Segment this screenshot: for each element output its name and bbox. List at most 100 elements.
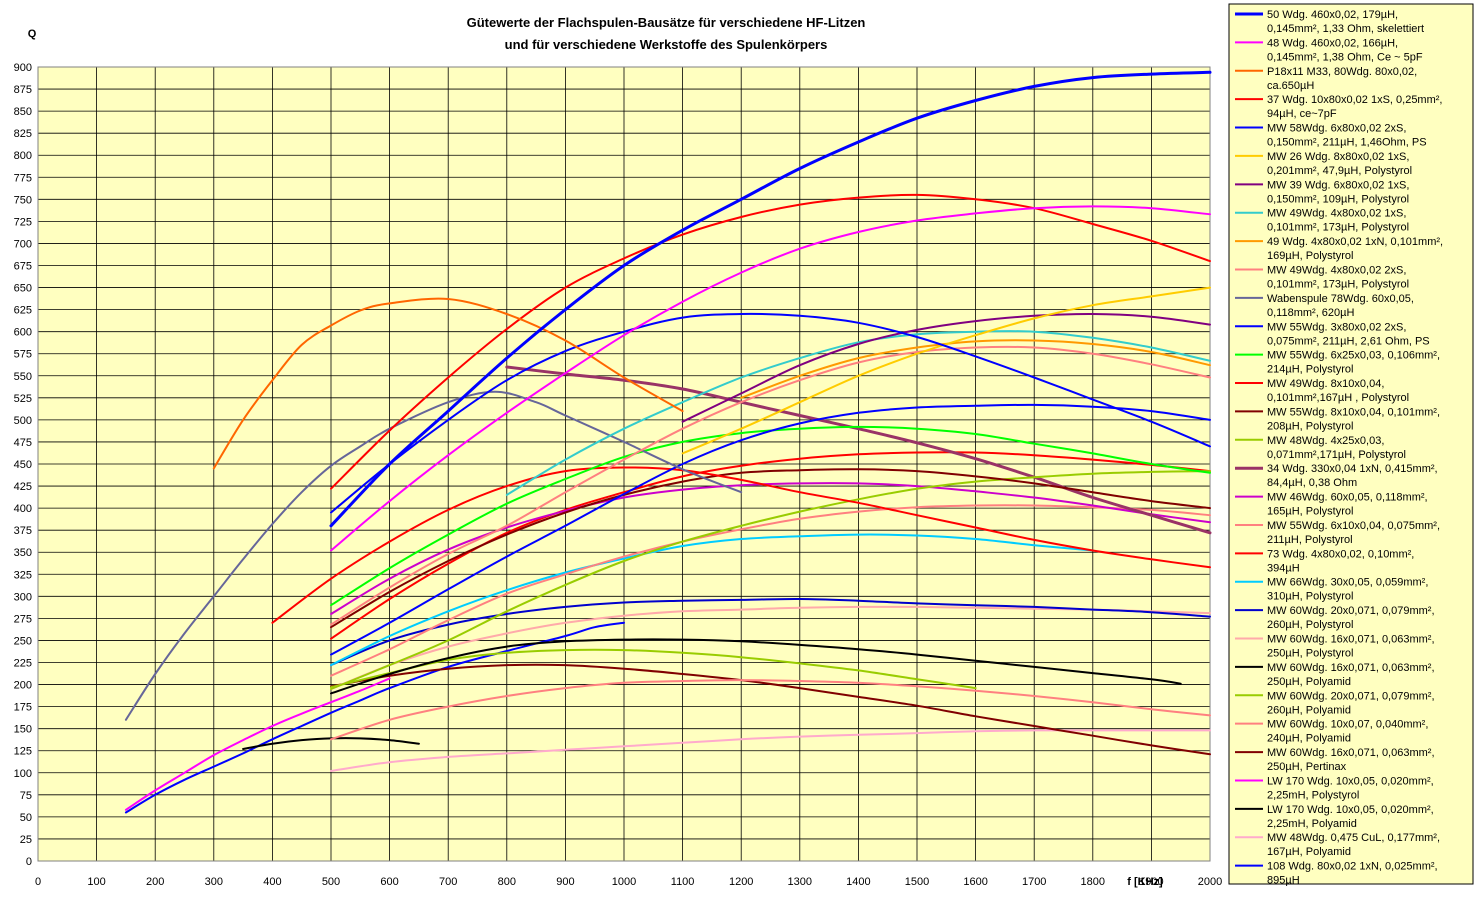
legend-entry-1-line-2: 0,145mm², 1,33 Ohm, skelettiert <box>1267 23 1424 35</box>
y-tick-label: 875 <box>14 84 32 96</box>
legend-entry-17-line-2: 84,4µH, 0,38 Ohm <box>1267 477 1357 489</box>
legend-entry-9-line-1: 49 Wdg. 4x80x0,02 1xN, 0,101mm², <box>1267 236 1443 248</box>
legend-entry-2-line-1: 48 Wdg. 460x0,02, 166µH, <box>1267 37 1398 49</box>
series-line-25 <box>330 648 977 690</box>
legend-entry-3-line-1: P18x11 M33, 80Wdg. 80x0,02, <box>1267 66 1417 78</box>
y-tick-label: 200 <box>14 680 32 692</box>
series-line-10 <box>330 345 1211 626</box>
x-tick-label: 200 <box>146 876 164 888</box>
x-tick-label: 1500 <box>905 876 929 888</box>
legend-entry-24-line-1: MW 60Wdg. 16x0,071, 0,063mm², <box>1267 662 1435 674</box>
series-line-27 <box>330 663 1211 756</box>
legend-entry-29-line-1: LW 170 Wdg. 10x0,05, 0,020mm², <box>1267 804 1434 816</box>
y-tick-label: 725 <box>14 216 32 228</box>
legend-entry-14-line-2: 0,101mm²,167µH , Polystyrol <box>1267 392 1409 404</box>
legend-entry-22-line-1: MW 60Wdg. 20x0,071, 0,079mm², <box>1267 605 1435 617</box>
legend-entry-20-line-1: 73 Wdg. 4x80x0,02, 0,10mm², <box>1267 548 1414 560</box>
legend-entry-25-line-1: MW 60Wdg. 20x0,071, 0,079mm², <box>1267 690 1435 702</box>
y-tick-label: 500 <box>14 415 32 427</box>
x-tick-label: 600 <box>380 876 398 888</box>
legend-entry-8-line-1: MW 49Wdg. 4x80x0,02 1xS, <box>1267 208 1406 220</box>
series-line-12 <box>330 403 1211 656</box>
series-line-31 <box>124 621 625 814</box>
series-lines <box>124 70 1212 814</box>
y-tick-label: 475 <box>14 437 32 449</box>
legend-entry-19-line-2: 211µH, Polystyrol <box>1267 534 1353 546</box>
legend-entry-19-line-1: MW 55Wdg. 6x10x0,04, 0,075mm², <box>1267 520 1440 532</box>
series-line-26 <box>330 679 1211 741</box>
legend-entry-16-line-2: 0,071mm²,171µH, Polystyrol <box>1267 449 1406 461</box>
x-tick-label: 900 <box>556 876 574 888</box>
x-tick-label: 800 <box>498 876 516 888</box>
legend-entry-2-line-2: 0,145mm², 1,38 Ohm, Ce ~ 5pF <box>1267 51 1423 63</box>
legend: 50 Wdg. 460x0,02, 179µH, 0,145mm², 1,33 O… <box>1228 3 1474 887</box>
series-line-24 <box>330 638 1182 695</box>
legend-entry-10-line-2: 0,101mm², 173µH, Polystyrol <box>1267 278 1409 290</box>
legend-entry-10-line-1: MW 49Wdg. 4x80x0,02 2xS, <box>1267 264 1406 276</box>
y-tick-label: 700 <box>14 238 32 250</box>
y-tick-label: 100 <box>14 768 32 780</box>
legend-entry-27-line-2: 250µH, Pertinax <box>1267 761 1347 773</box>
y-tick-label: 225 <box>14 658 32 670</box>
legend-entry-15-line-2: 208µH, Polystyrol <box>1267 420 1353 432</box>
legend-entry-15-line-1: MW 55Wdg. 8x10x0,04, 0,101mm², <box>1267 406 1440 418</box>
x-tick-label: 1400 <box>846 876 870 888</box>
series-line-2 <box>330 205 1211 552</box>
legend-entry-31-line-2: 895µH <box>1267 875 1300 887</box>
y-axis-label: Q <box>28 28 37 40</box>
legend-entry-5-line-2: 0,150mm², 211µH, 1,46Ohm, PS <box>1267 137 1427 149</box>
legend-entry-28-line-1: LW 170 Wdg. 10x0,05, 0,020mm², <box>1267 775 1434 787</box>
legend-entry-18-line-1: MW 46Wdg. 60x0,05, 0,118mm², <box>1267 492 1428 504</box>
legend-entry-6-line-2: 0,201mm², 47,9µH, Polystyrol <box>1267 165 1412 177</box>
legend-entry-4-line-1: 37 Wdg. 10x80x0,02 1xS, 0,25mm², <box>1267 94 1442 106</box>
y-tick-label: 650 <box>14 283 32 295</box>
legend-entry-5-line-1: MW 58Wdg. 6x80x0,02 2xS, <box>1267 123 1406 135</box>
legend-entry-11-line-1: Wabenspule 78Wdg. 60x0,05, <box>1267 293 1414 305</box>
y-tick-label: 275 <box>14 613 32 625</box>
x-tick-label: 1600 <box>963 876 987 888</box>
y-tick-label: 425 <box>14 481 32 493</box>
chart-title-line-2: und für verschiedene Werkstoffe des Spul… <box>505 37 828 52</box>
legend-entry-23-line-2: 250µH, Polystyrol <box>1267 648 1353 660</box>
x-tick-label: 300 <box>205 876 223 888</box>
series-line-4 <box>330 193 1211 490</box>
legend-entry-22-line-2: 260µH, Polystyrol <box>1267 619 1353 631</box>
series-line-11 <box>124 390 743 721</box>
legend-entry-14-line-1: MW 49Wdg. 8x10x0,04, <box>1267 378 1384 390</box>
legend-entry-21-line-2: 310µH, Polystyrol <box>1267 591 1353 603</box>
series-line-8 <box>505 330 1211 496</box>
legend-entry-26-line-1: MW 60Wdg. 10x0,07, 0,040mm², <box>1267 719 1428 731</box>
legend-entry-3-line-2: ca.650µH <box>1267 80 1314 92</box>
series-line-14 <box>271 466 1211 624</box>
legend-entry-30-line-2: 167µH, Polyamid <box>1267 846 1351 858</box>
y-tick-label: 850 <box>14 106 32 118</box>
series-line-28 <box>124 677 391 811</box>
legend-entry-12-line-2: 0,075mm², 211µH, 2,61 Ohm, PS <box>1267 335 1430 347</box>
series-line-9 <box>740 339 1211 399</box>
legend-entry-13-line-1: MW 55Wdg. 6x25x0,03, 0,106mm², <box>1267 350 1440 362</box>
legend-entry-6-line-1: MW 26 Wdg. 8x80x0,02 1xS, <box>1267 151 1409 163</box>
x-tick-label: 2000 <box>1198 876 1222 888</box>
legend-box <box>1228 3 1474 885</box>
y-tick-label: 50 <box>20 812 32 824</box>
legend-entry-1-line-1: 50 Wdg. 460x0,02, 179µH, <box>1267 9 1398 21</box>
x-tick-label: 700 <box>439 876 457 888</box>
legend-entry-7-line-1: MW 39 Wdg. 6x80x0,02 1xS, <box>1267 179 1409 191</box>
x-tick-label: 100 <box>87 876 105 888</box>
series-line-19 <box>330 504 1211 677</box>
series-line-20 <box>330 451 1211 640</box>
legend-entry-13-line-2: 214µH, Polystyrol <box>1267 364 1353 376</box>
legend-entry-25-line-2: 260µH, Polyamid <box>1267 704 1351 716</box>
legend-entry-23-line-1: MW 60Wdg. 16x0,071, 0,063mm², <box>1267 634 1435 646</box>
series-line-21 <box>330 533 1094 667</box>
y-tick-label: 25 <box>20 834 32 846</box>
legend-entry-18-line-2: 165µH, Polystyrol <box>1267 506 1353 518</box>
y-tick-label: 825 <box>14 128 32 140</box>
legend-entry-28-line-2: 2,25mH, Polystyrol <box>1267 789 1359 801</box>
y-tick-label: 125 <box>14 746 32 758</box>
legend-entry-30-line-1: MW 48Wdg. 0,475 CuL, 0,177mm², <box>1267 832 1440 844</box>
x-tick-label: 1100 <box>671 876 695 888</box>
legend-entry-27-line-1: MW 60Wdg. 16x0,071, 0,063mm², <box>1267 747 1435 759</box>
y-tick-label: 625 <box>14 305 32 317</box>
